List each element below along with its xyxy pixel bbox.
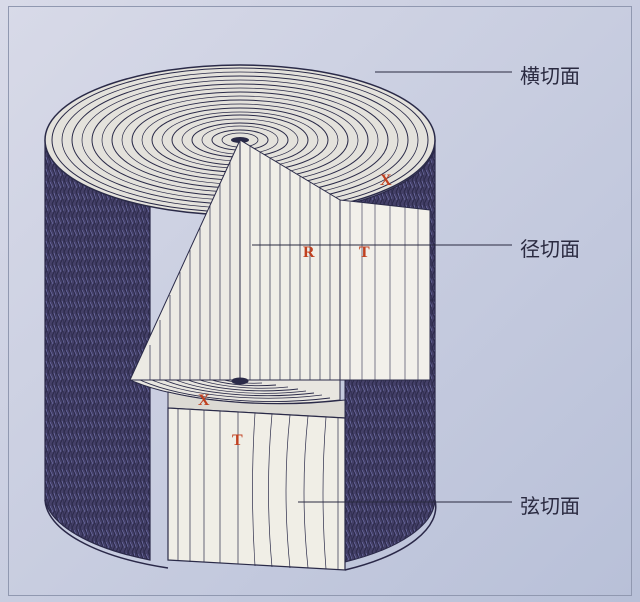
label-tangential-section: 弦切面 [520,490,580,519]
axis-mark-r: R [303,244,315,262]
label-cross-section: 横切面 [520,60,580,89]
tangential-slab-front [168,408,345,570]
tangential-face-right [340,200,430,380]
axis-mark-t-right: T [359,244,370,262]
axis-mark-x-lower: X [198,392,210,410]
axis-mark-x-top: X [380,172,392,190]
axis-mark-t-front: T [232,432,243,450]
diagram-container: 横切面 径切面 弦切面 X R T X T [0,0,640,602]
label-radial-section: 径切面 [520,233,580,262]
